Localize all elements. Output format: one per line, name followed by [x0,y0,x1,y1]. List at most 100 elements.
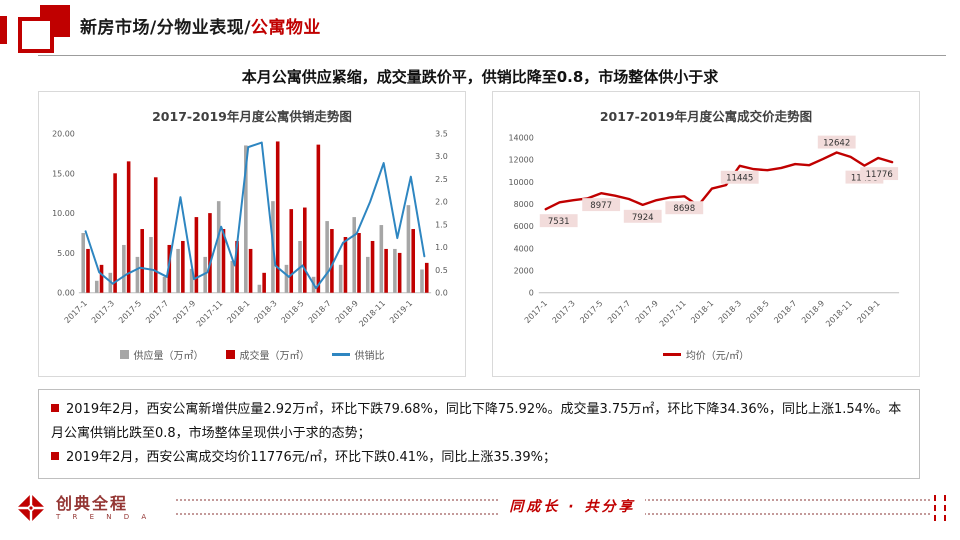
svg-text:3.0: 3.0 [435,152,448,161]
legend-label: 供应量（万㎡） [133,351,204,362]
svg-text:2018-11: 2018-11 [357,299,387,329]
analysis-list: 2019年2月，西安公寓新增供应量2.92万㎡，环比下跌79.68%，同比下降7… [51,398,905,470]
point-label-bg [665,201,704,215]
analysis-bullet-2: 2019年2月，西安公寓成交均价11776元/㎡，环比下跌0.41%，同比上涨3… [51,446,905,470]
svg-text:2018-7: 2018-7 [772,299,798,325]
svg-text:5.00: 5.00 [57,249,75,258]
svg-text:8000: 8000 [514,200,534,209]
svg-text:2018-9: 2018-9 [334,299,360,325]
left-accent-bar [0,16,7,44]
legend-item: 均价（元/㎡） [662,347,750,362]
page-title-black: 新房市场/分物业表现/ [80,18,251,38]
svg-text:2018-3: 2018-3 [252,299,278,325]
svg-text:7924: 7924 [632,213,654,223]
supply-sales-chart-title: 2017-2019年月度公寓供销走势图 [152,109,352,124]
svg-text:0: 0 [529,289,534,298]
svg-text:11445: 11445 [726,174,753,184]
logo-name-en: T R E N D A [56,513,152,522]
svg-text:14000: 14000 [509,133,534,142]
svg-text:2017-11: 2017-11 [658,299,688,329]
point-label-bg [817,135,856,149]
svg-text:2017-5: 2017-5 [578,299,604,325]
svg-text:2018-3: 2018-3 [717,299,743,325]
charts-row: 2017-2019年月度公寓供销走势图 0.00 5.00 10.00 15.00 20… [38,91,920,377]
page-title-red: 公寓物业 [250,18,321,38]
svg-text:10000: 10000 [509,178,534,187]
svg-text:2017-1: 2017-1 [63,299,89,325]
svg-text:2017-3: 2017-3 [551,299,577,325]
price-chart-panel: 2017-2019年月度公寓成交价走势图 0 2000 4000 6000 8000 10… [492,91,920,377]
svg-text:2018-1: 2018-1 [225,299,251,325]
svg-text:2019-1: 2019-1 [855,299,881,325]
legend-swatch [225,350,235,359]
svg-text:2.5: 2.5 [435,175,448,184]
svg-text:0.0: 0.0 [435,289,448,298]
analysis-bullet-1: 2019年2月，西安公寓新增供应量2.92万㎡，环比下跌79.68%，同比下降7… [51,398,905,446]
page-title: 新房市场/分物业表现/公寓物业 [80,13,321,38]
legend-item: 成交量（万㎡） [225,347,310,362]
svg-text:3.5: 3.5 [435,129,448,138]
svg-text:10.00: 10.00 [52,209,75,218]
legend-item: 供应量（万㎡） [119,347,204,362]
supply-sales-chart-panel: 2017-2019年月度公寓供销走势图 0.00 5.00 10.00 15.00 20… [38,91,466,377]
logo-name-cn: 创典全程 [56,493,129,513]
ratio-line [84,141,426,290]
svg-text:1.0: 1.0 [435,243,448,252]
analysis-bullet-2-text: 2019年2月，西安公寓成交均价11776元/㎡，环比下跌0.41%，同比上涨3… [66,450,556,466]
svg-text:2017-9: 2017-9 [634,299,660,325]
legend-swatch [662,353,681,356]
supply-sales-legend: 供应量（万㎡） 成交量（万㎡） 供销比 [119,347,385,362]
svg-text:2019-1: 2019-1 [388,299,414,325]
svg-text:11776: 11776 [866,170,893,180]
trenda-logo-icon [16,493,46,523]
analysis-box: 2019年2月，西安公寓新增供应量2.92万㎡，环比下跌79.68%，同比下降7… [38,389,920,480]
svg-text:8977: 8977 [590,201,612,211]
company-logo: 创典全程 T R E N D A [14,491,172,525]
point-label-bg [623,209,662,223]
svg-text:2017-11: 2017-11 [195,299,225,329]
logo-text: 创典全程 T R E N D A [56,493,152,522]
svg-text:2017-7: 2017-7 [144,299,170,325]
svg-text:2017-5: 2017-5 [117,299,143,325]
svg-text:0.00: 0.00 [57,289,75,298]
svg-text:2017-9: 2017-9 [171,299,197,325]
svg-text:2018-5: 2018-5 [280,299,306,325]
legend-label: 供销比 [354,351,385,362]
point-label-bg [860,167,899,181]
outlined-square [18,17,54,53]
legend-swatch [331,353,350,356]
svg-text:4000: 4000 [514,244,534,253]
legend-item: 供销比 [331,347,385,362]
analysis-bullet-1-text: 2019年2月，西安公寓新增供应量2.92万㎡，环比下跌79.68%，同比下降7… [51,402,902,442]
svg-text:12000: 12000 [509,156,534,165]
svg-text:1.5: 1.5 [435,220,448,229]
bullet-square-icon [51,452,59,461]
footer: 创典全程 T R E N D A 同成长 · 共分享 [0,484,960,532]
header-divider [38,55,946,56]
legend-label: 成交量（万㎡） [239,351,310,362]
slide-subtitle: 本月公寓供应紧缩，成交量跌价平，供销比降至0.8，市场整体供小于求 [241,68,719,86]
svg-text:2018-11: 2018-11 [824,299,854,329]
bullet-square-icon [51,404,59,412]
svg-text:2018-9: 2018-9 [800,299,826,325]
svg-text:6000: 6000 [514,222,534,231]
svg-text:2017-3: 2017-3 [90,299,116,325]
legend-swatch [119,350,129,359]
svg-text:12642: 12642 [823,139,850,149]
supply-sales-combo-chart: 0.00 5.00 10.00 15.00 20.00 0.0 0.5 1.0 1.5 2.0 2.… [52,129,448,329]
price-chart-title: 2017-2019年月度公寓成交价走势图 [599,109,813,124]
svg-text:2017-1: 2017-1 [523,299,549,325]
point-label-bg [539,214,578,228]
svg-text:8698: 8698 [673,204,695,214]
price-legend: 均价（元/㎡） [662,347,750,362]
legend-label: 均价（元/㎡） [685,351,750,362]
footer-end-dashes [934,495,946,521]
point-label-bg [720,170,759,184]
svg-text:2000: 2000 [514,267,534,276]
squares-decoration-icon [18,5,70,53]
price-line [544,151,894,211]
footer-slogan: 同成长 · 共分享 [499,496,646,516]
svg-text:0.5: 0.5 [435,266,448,275]
svg-text:2017-7: 2017-7 [606,299,632,325]
